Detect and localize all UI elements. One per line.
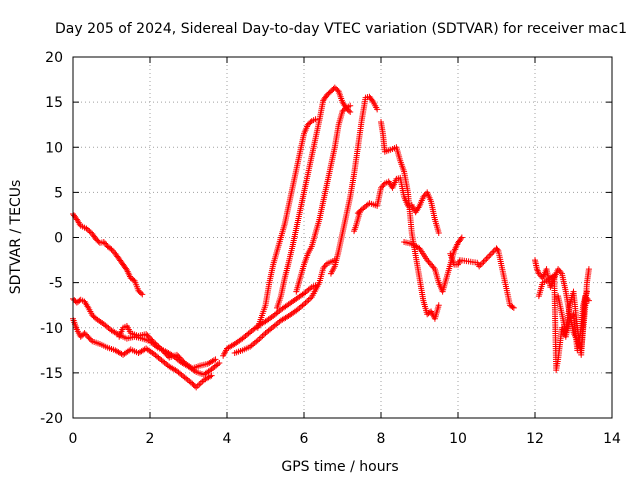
data-point-arc-f [257, 334, 264, 341]
data-point-arc-q [583, 288, 590, 295]
data-point-arc-d [162, 350, 169, 357]
data-point-arc-d [143, 331, 150, 338]
data-point-arc-p [585, 266, 592, 273]
data-point-arc-c [197, 379, 204, 386]
data-point-arc-d [147, 335, 153, 342]
data-point-arc-d [163, 351, 170, 358]
data-point-arc-l [356, 209, 363, 216]
data-point-arc-d [177, 355, 184, 362]
data-point-arc-d [144, 332, 151, 339]
data-point-arc-o [494, 246, 501, 253]
data-point-arc-d [212, 356, 219, 363]
data-point-arc-c [84, 332, 91, 339]
data-point-arc-c [85, 334, 92, 341]
data-point-arc-r [585, 297, 592, 304]
data-point-arc-f [260, 331, 267, 338]
data-point-arc-o [487, 251, 494, 258]
data-point-arc-d [159, 347, 166, 354]
data-point-arc-j [374, 106, 381, 113]
data-point-arc-n [457, 235, 464, 242]
y-tick-label: 15 [45, 95, 63, 111]
data-point-arc-c [82, 331, 89, 338]
data-point-arc-d [148, 336, 155, 343]
y-tick-label: -10 [40, 321, 63, 337]
data-point-arc-d [164, 353, 171, 360]
chart-title: Day 205 of 2024, Sidereal Day-to-day VTE… [55, 21, 627, 37]
x-tick-label: 6 [300, 431, 309, 447]
data-point-arc-o [479, 260, 486, 267]
data-point-arc-o [509, 303, 516, 310]
data-point-arc-g [307, 119, 314, 126]
plot-frame [72, 56, 613, 419]
data-point-arc-h [345, 107, 352, 114]
y-tick-label: 10 [45, 140, 63, 156]
data-point-arc-d [179, 357, 186, 364]
x-tick-label: 0 [69, 431, 78, 447]
data-point-arc-a [138, 290, 145, 297]
data-point-arc-o [480, 258, 487, 265]
data-point-arc-d [173, 351, 180, 358]
data-point-arc-a [139, 291, 146, 298]
data-point-arc-d [176, 354, 183, 361]
data-point-arc-o [489, 249, 496, 256]
data-point-arc-d [158, 346, 165, 353]
x-tick-label: 10 [449, 431, 467, 447]
data-point-arc-a [95, 238, 102, 245]
data-points [70, 84, 592, 391]
y-axis-label: SDTVAR / TECUs [8, 180, 24, 295]
axis-ticks: 0 2 4 6 8 10 12 14 20 15 10 5 0 -5 -10 -15 -20 [40, 50, 621, 447]
data-point-arc-d [161, 349, 168, 356]
data-point-arc-m [435, 302, 442, 309]
data-point-arc-f [304, 298, 311, 305]
data-point-arc-c [194, 382, 201, 389]
data-point-arc-a [86, 228, 93, 235]
y-tick-label: 0 [54, 231, 63, 247]
x-tick-label: 12 [526, 431, 544, 447]
data-point-arc-h [334, 87, 341, 94]
data-point-arc-k [435, 229, 442, 236]
data-point-arc-o [484, 254, 491, 261]
data-point-arc-g [312, 116, 319, 123]
data-point-arc-c [208, 372, 215, 379]
data-point-arc-a [84, 226, 91, 233]
data-point-arc-d [145, 333, 152, 340]
x-axis-label: GPS time / hours [281, 459, 398, 475]
data-point-arc-c [87, 336, 94, 343]
data-point-arc-d [175, 353, 182, 360]
data-point-arc-a [83, 225, 90, 232]
grid-lines [73, 57, 612, 418]
data-point-arc-c [81, 330, 88, 337]
data-point-arc-f [259, 333, 266, 340]
data-point-arc-d [149, 337, 156, 344]
data-point-arc-h [347, 109, 354, 116]
data-point-arc-o [481, 257, 488, 264]
data-point-arc-o [486, 252, 493, 259]
data-point-arc-f [302, 299, 309, 306]
data-point-arc-o [483, 255, 490, 262]
data-point-arc-f [256, 335, 263, 342]
data-point-arc-i [347, 102, 354, 109]
data-point-arc-o [510, 304, 517, 311]
data-point-arc-i [342, 105, 349, 112]
data-point-arc-j [369, 97, 376, 104]
x-tick-label: 14 [603, 431, 621, 447]
data-point-arc-o [456, 258, 463, 265]
x-tick-label: 2 [146, 431, 155, 447]
x-tick-label: 8 [377, 431, 386, 447]
data-point-arc-n [458, 234, 465, 241]
x-tick-label: 4 [223, 431, 232, 447]
data-point-arc-c [86, 335, 93, 342]
y-tick-label: 5 [54, 185, 63, 201]
data-point-arc-f [305, 296, 312, 303]
y-tick-label: 20 [45, 50, 63, 66]
y-tick-label: -15 [40, 366, 63, 382]
y-tick-label: -5 [49, 276, 63, 292]
data-point-arc-b [216, 359, 223, 366]
y-tick-label: -20 [40, 411, 63, 427]
